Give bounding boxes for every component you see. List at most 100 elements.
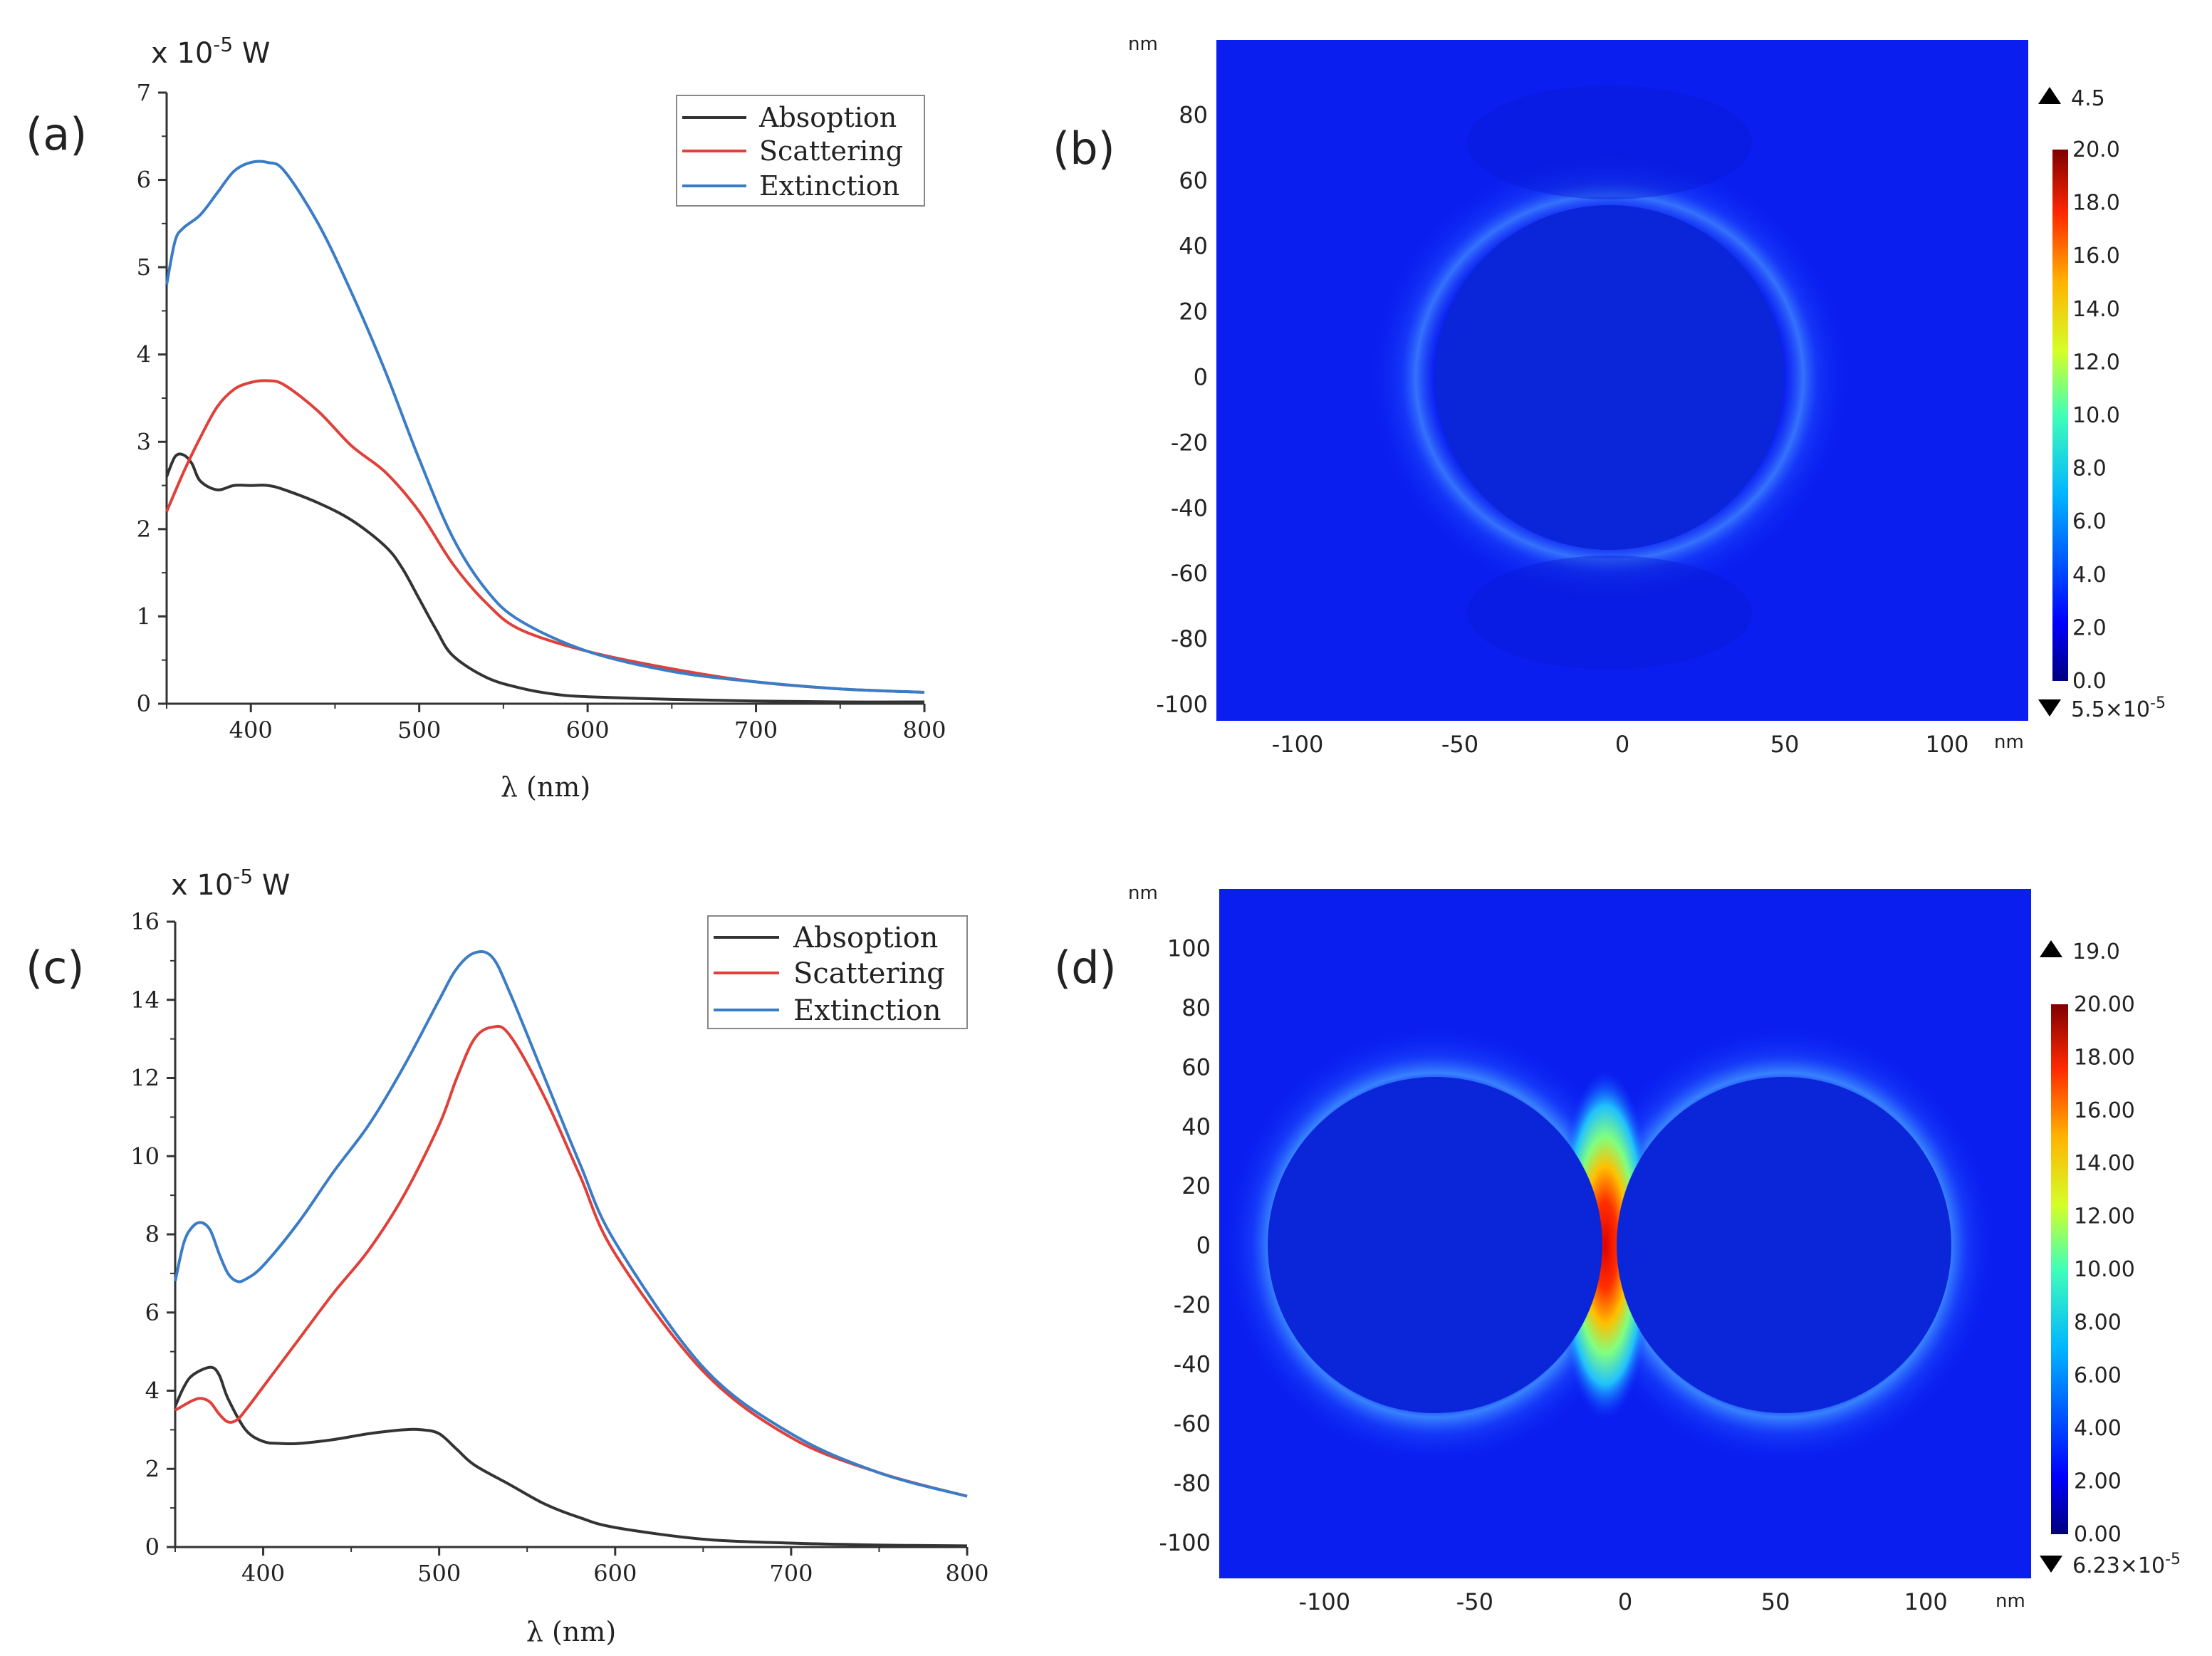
panel-d-gap-hotspot [1555,1071,1655,1420]
panel-d-right-nanoparticle [1617,1077,1951,1413]
panel-a-legend-extinction: Extinction [759,170,899,202]
panel-d-colorbar: 19.0 6.23×10-5 20.00 18.00 16.00 14.00 12.00… [2040,939,2181,1578]
panel-b-max-marker-icon [2038,87,2061,104]
panel-a-legend: Absoption Scattering Extinction [676,95,925,207]
panel-c-y-tick-label: 0 [145,1533,160,1561]
panel-d-x-unit: nm [1996,1590,2025,1612]
panel-d-y-tick-label: 60 [1181,1053,1211,1080]
panel-a-x-tick-label: 500 [397,717,441,744]
panel-b-x-tick-label: -100 [1272,731,1324,758]
panel-c-y-tick-label: 6 [145,1299,160,1326]
panel-d-colorbar-tick-label: 10.00 [2074,1257,2135,1282]
panel-c-y-tick-label: 2 [145,1455,160,1482]
panel-d-x-tick-label: -50 [1456,1588,1493,1615]
panel-b-y-tick-label: 0 [1194,363,1208,390]
panel-a-scattering-line [165,379,925,694]
panel-a-line-chart: (a) x 10-5 W 400 500 600 700 800 0 1 2 3 4 5 6 7 λ (… [26,33,946,803]
panel-a-extinction-line [165,160,925,694]
panel-d-colorbar-tick-label: 0.00 [2074,1522,2122,1547]
panel-b-colorbar-tick-label: 8.0 [2072,457,2107,481]
panel-d-colorbar-tick-label: 20.00 [2074,992,2135,1017]
panel-d-y-tick-label: -20 [1174,1291,1211,1318]
panel-a-y-tick-label: 2 [137,516,151,543]
panel-c-y-tick-label: 12 [130,1065,160,1092]
panel-c-legend-absorption: Absoption [793,922,938,954]
panel-d-field-map: (d) nm -100 -50 0 50 100 100 80 60 40 20 0 -20 -40 -6… [1054,882,2181,1615]
panel-a-y-tick-label: 1 [137,603,151,630]
panel-d-colorbar-tick-label: 16.00 [2074,1098,2135,1123]
panel-b-y-tick-label: -60 [1171,560,1208,587]
panel-b-y-tick-label: -80 [1171,625,1208,652]
panel-d-x-tick-label: 100 [1904,1588,1948,1615]
panel-a-unit-label: x 10-5 W [151,33,270,70]
panel-a-x-tick-label: 800 [902,717,946,744]
panel-b-y-tick-label: 40 [1179,233,1208,260]
panel-c-x-tick-label: 500 [417,1560,461,1587]
panel-b-colorbar-tick-label: 18.0 [2072,191,2120,216]
panel-c-y-tick-label: 4 [145,1378,160,1405]
panel-b-min-marker: 5.5×10-5 [2071,694,2166,722]
panel-a-y-tick-label: 7 [137,79,151,106]
panel-c-x-tick-label: 700 [769,1560,813,1587]
panel-b-x-tick-label: 0 [1615,731,1629,758]
panel-d-left-nanoparticle [1268,1077,1602,1413]
panel-d-y-tick-label: -40 [1174,1351,1211,1378]
panel-c-extinction-line [174,950,968,1498]
panel-a-label: (a) [26,108,87,160]
panel-d-y-tick-label: 80 [1181,994,1211,1021]
panel-c-unit-label: x 10-5 W [171,865,290,902]
panel-a-x-tick-label: 700 [734,717,778,744]
panel-d-y-tick-label: -60 [1174,1410,1211,1437]
panel-c-y-tick-label: 8 [145,1221,160,1248]
panel-c-scattering-line [174,1024,968,1498]
panel-d-label: (d) [1054,942,1117,994]
panel-d-y-tick-label: 100 [1167,934,1211,962]
panel-b-colorbar-tick-label: 0.0 [2072,669,2107,694]
panel-b-y-tick-label: -40 [1171,494,1208,521]
panel-b-colorbar-tick-label: 20.0 [2072,137,2120,162]
panel-d-colorbar-tick-label: 12.00 [2074,1204,2135,1229]
panel-d-min-marker: 6.23×10-5 [2072,1551,2181,1578]
panel-c-x-tick-label: 600 [593,1560,637,1587]
panel-b-x-tick-label: 100 [1925,731,1968,758]
panel-c-line-chart: (c) x 10-5 W 400 500 600 700 800 0 2 4 6 8 10 12 14 1… [26,865,989,1647]
panel-b-colorbar-tick-label: 6.0 [2072,509,2107,534]
panel-c-x-tick-label: 400 [241,1560,285,1587]
panel-c-legend-scattering: Scattering [793,957,945,990]
panel-c-legend-extinction: Extinction [793,994,941,1027]
panel-a-x-axis-label: λ (nm) [501,771,590,803]
panel-b-dim-bottom [1467,556,1752,670]
panel-d-x-tick-label: 0 [1618,1588,1632,1615]
panel-d-colorbar-tick-label: 18.00 [2074,1045,2135,1070]
panel-b-colorbar: 4.5 5.5×10-5 20.0 18.0 16.0 14.0 12.0 10.0 8.0… [2038,86,2166,722]
panel-b-label: (b) [1053,123,1115,175]
panel-b-y-tick-label: 60 [1179,167,1208,194]
panel-c-y-tick-label: 16 [130,908,160,935]
panel-d-x-tick-label: 50 [1761,1588,1790,1615]
panel-b-y-tick-label: -20 [1171,429,1208,456]
panel-a-legend-absorption: Absoption [758,102,897,133]
panel-c-legend: Absoption Scattering Extinction [707,915,968,1029]
panel-d-colorbar-tick-label: 6.00 [2074,1363,2122,1388]
panel-b-x-unit: nm [1994,731,2024,753]
panel-a-y-tick-label: 5 [137,254,151,281]
panel-d-max-marker: 19.0 [2072,939,2120,964]
panel-d-y-tick-label: -80 [1174,1469,1211,1496]
panel-b-y-tick-label: -100 [1156,691,1208,718]
panel-d-colorbar-tick-label: 4.00 [2074,1416,2122,1441]
panel-a-y-tick-label: 3 [137,428,151,455]
panel-d-y-tick-label: 0 [1196,1232,1211,1259]
panel-c-y-tick-label: 14 [130,986,160,1014]
panel-d-x-tick-label: -100 [1298,1588,1350,1615]
panel-d-y-tick-label: 40 [1181,1113,1211,1140]
panel-d-colorbar-tick-label: 2.00 [2074,1469,2122,1494]
panel-b-colorbar-tick-label: 2.0 [2072,615,2107,640]
panel-a-absorption-line [165,452,925,704]
panel-d-colorbar-tick-label: 8.00 [2074,1310,2122,1335]
panel-b-min-marker-icon [2038,699,2061,717]
panel-b-colorbar-ramp [2052,150,2068,681]
panel-c-absorption-line [174,1365,968,1548]
panel-d-colorbar-tick-label: 14.00 [2074,1151,2135,1176]
panel-a-y-tick-label: 6 [137,167,151,194]
